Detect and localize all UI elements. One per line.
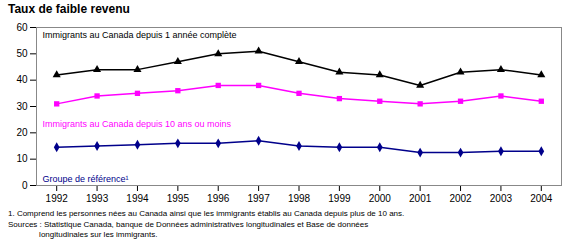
svg-text:1992: 1992: [46, 193, 69, 204]
svg-text:2000: 2000: [369, 193, 392, 204]
html-text:Taux de faible revenu: Taux de faible revenu: [8, 2, 130, 16]
svg-text:1994: 1994: [126, 193, 149, 204]
svg-text:1998: 1998: [288, 193, 311, 204]
svg-text:30: 30: [16, 101, 28, 112]
svg-text:1999: 1999: [328, 193, 351, 204]
svg-text:60: 60: [16, 22, 28, 33]
html-text:longitudinales sur les immigra: longitudinales sur les immigrants.: [8, 230, 158, 239]
svg-text:Immigrants au Canada depuis 10: Immigrants au Canada depuis 10 ans ou mo…: [43, 119, 232, 129]
html-text:Sources : Statistique Canada,: Sources : Statistique Canada, banque de …: [8, 219, 369, 229]
svg-text:2001: 2001: [409, 193, 432, 204]
svg-text:0: 0: [22, 180, 28, 191]
svg-text:2002: 2002: [449, 193, 472, 204]
svg-text:1996: 1996: [207, 193, 230, 204]
svg-text:Groupe de référence¹: Groupe de référence¹: [43, 174, 129, 184]
svg-text:2003: 2003: [490, 193, 513, 204]
svg-text:1995: 1995: [167, 193, 190, 204]
svg-text:10: 10: [16, 153, 28, 164]
svg-text:20: 20: [16, 127, 28, 138]
svg-text:1997: 1997: [247, 193, 270, 204]
svg-text:2004: 2004: [530, 193, 553, 204]
svg-text:40: 40: [16, 74, 28, 85]
svg-text:Immigrants au Canada depuis 1: Immigrants au Canada depuis 1 année comp…: [43, 30, 237, 40]
svg-text:50: 50: [16, 48, 28, 59]
svg-text:1993: 1993: [86, 193, 109, 204]
html-text:1. Comprend les personnes nées: 1. Comprend les personnes nées au Canada…: [8, 209, 405, 218]
